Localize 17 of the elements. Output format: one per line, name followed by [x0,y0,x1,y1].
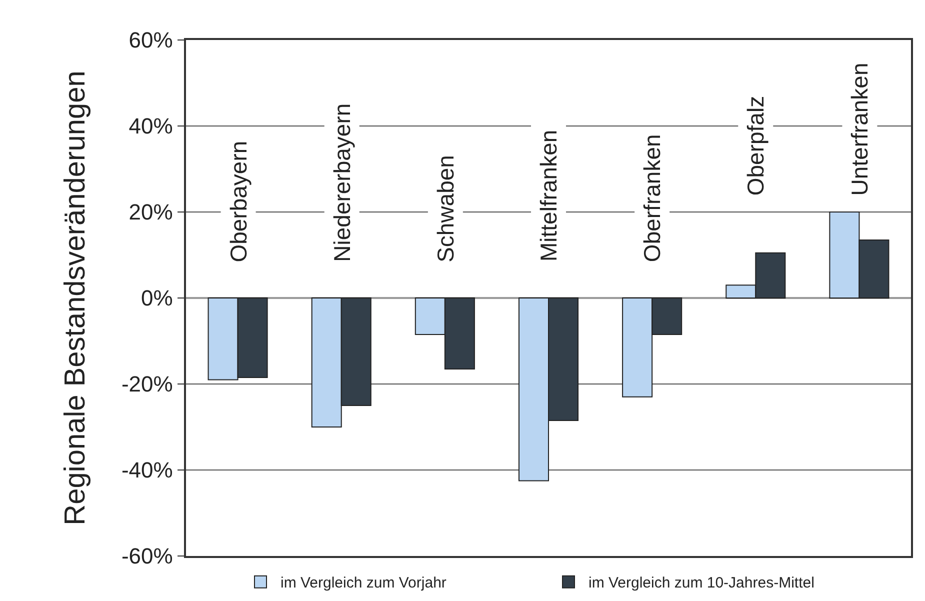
x-tick-label: Niedererbayern [328,103,355,262]
x-tick-label: Schwaben [432,155,458,262]
x-tick-label: Oberbayern [225,140,252,262]
x-tick-label: Oberpfalz [742,96,769,196]
y-tick-label: -60% [121,544,173,569]
y-tick-label: 0% [141,286,173,311]
y-tick-label: 40% [128,114,173,139]
x-tick-label: Unterfranken [846,62,873,196]
y-tick-label: -20% [121,372,173,397]
legend-label: im Vergleich zum 10-Jahres-Mittel [588,574,814,592]
y-tick-label: 20% [128,200,173,225]
legend-label: im Vergleich zum Vorjahr [280,574,446,592]
y-tick-label: -40% [121,458,173,483]
y-tick-label: 60% [128,28,173,53]
x-tick-label: Mittelfranken [536,130,562,262]
x-tick-label: Oberfranken [639,134,666,262]
y-axis-title: Regionale Bestandsveränderungen [59,70,92,526]
